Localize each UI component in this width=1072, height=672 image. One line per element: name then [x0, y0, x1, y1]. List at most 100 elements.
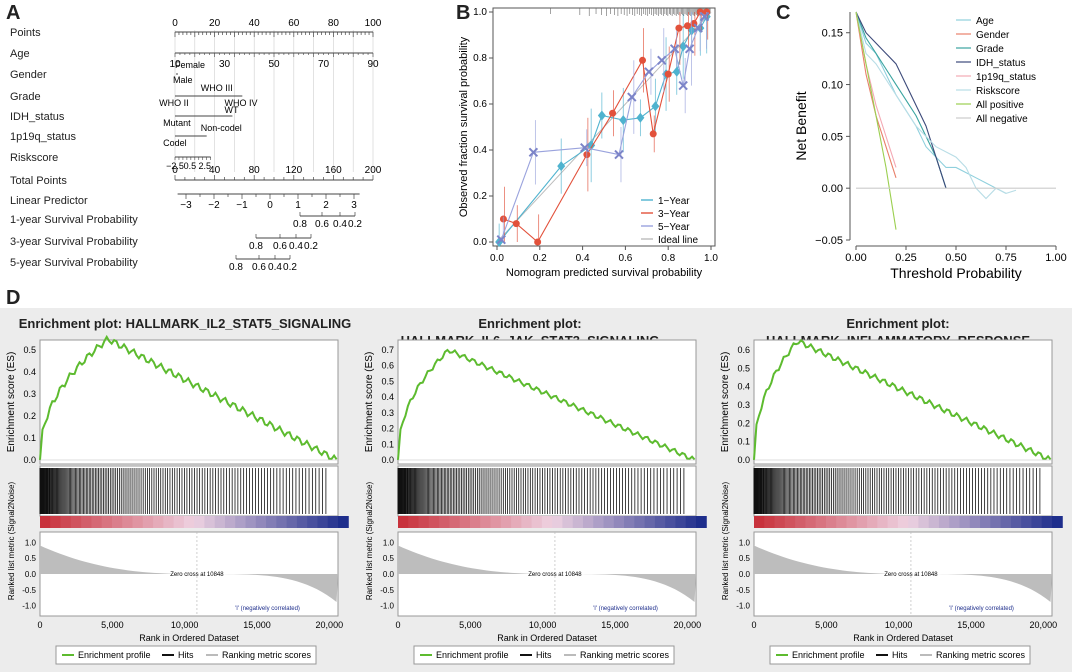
points-tick-label: 80: [328, 18, 340, 29]
calib-point-1yr: [597, 110, 606, 121]
calib-point-1yr: [679, 41, 688, 52]
dca-y-tick-label: 0.10: [822, 80, 843, 92]
rank-band: [428, 516, 440, 528]
rank-tick-label: 15,000: [601, 620, 629, 630]
es-tick-label: 0.6: [737, 345, 750, 355]
panel-label-a: A: [6, 2, 21, 24]
es-tick-label: 0.4: [381, 392, 394, 402]
points-tick-label: 100: [365, 18, 382, 29]
metric-y-label: Ranked list metric (Signal2Noise): [7, 482, 16, 601]
rank-band: [825, 516, 837, 528]
rank-band: [459, 516, 471, 528]
gsea-legend-label: Enrichment profile: [792, 650, 865, 660]
rank-band: [327, 516, 339, 528]
nomogram-row-label: Age: [10, 48, 30, 60]
rank-band: [696, 516, 707, 528]
rank-tick-label: 10,000: [529, 620, 557, 630]
metric-tick-label: -1.0: [22, 602, 36, 611]
calib-point-1yr: [651, 101, 660, 112]
rank-band: [877, 516, 889, 528]
gsea-legend-label: Ranking metric scores: [222, 650, 312, 660]
es-tick-label: 0.5: [23, 345, 36, 355]
nomogram-row-label: Gender: [10, 69, 47, 81]
es-tick-label: 0.6: [381, 361, 394, 371]
metric-tick-label: -1.0: [736, 602, 750, 611]
calib-point-5yr: [684, 44, 695, 54]
rank-band: [980, 516, 991, 528]
rank-x-label: Rank in Ordered Dataset: [497, 633, 597, 643]
rank-band: [969, 516, 981, 528]
grade-label: WHO III: [201, 83, 233, 93]
zero-cross-label: Zero cross at 10848: [170, 572, 224, 578]
rank-band: [754, 516, 765, 528]
gsea-legend-box: [413, 645, 675, 665]
es-curve: [753, 339, 1052, 461]
rank-band: [795, 516, 806, 528]
rank-band: [101, 516, 113, 528]
es-tick-label: 0.4: [737, 382, 750, 392]
gender-label: Male: [173, 75, 193, 85]
gsea-legend-label: Hits: [536, 650, 552, 660]
dca-legend-label: Grade: [976, 44, 1004, 55]
calib-x-tick-label: 1.0: [704, 253, 718, 264]
rank-band: [784, 516, 796, 528]
rank-band: [949, 516, 961, 528]
rank-band: [1052, 516, 1063, 528]
metric-tick-label: 0.5: [739, 554, 751, 563]
rank-band: [613, 516, 625, 528]
rank-band: [1031, 516, 1043, 528]
metric-tick-label: 0.0: [739, 570, 751, 579]
calib-point-3yr: [639, 56, 647, 64]
gsea-title-il2: Enrichment plot: HALLMARK_IL2_STAT5_SIGN…: [18, 316, 352, 331]
rank-band: [245, 516, 257, 528]
es-y-label: Enrichment score (ES): [364, 352, 375, 453]
calib-y-tick-label: 0.6: [473, 99, 487, 110]
calib-point-5yr: [699, 11, 710, 22]
rank-band: [500, 516, 512, 528]
lp-tick-label: 2: [323, 200, 329, 211]
rank-tick-label: 5,000: [459, 620, 482, 630]
rank-band: [644, 516, 656, 528]
calib-point-5yr: [580, 142, 590, 153]
surv1-tick-label: 0.2: [348, 219, 362, 230]
surv1-tick-label: 0.4: [333, 219, 347, 230]
metric-tick-label: 0.0: [25, 570, 37, 579]
calib-legend-label: 3−Year: [658, 209, 690, 220]
surv5-tick-label: 0.4: [268, 262, 282, 273]
zero-cross-label: Zero cross at 10848: [884, 572, 938, 578]
rank-band: [654, 516, 666, 528]
calib-point-3yr: [609, 109, 617, 117]
es-tick-label: 0.0: [737, 455, 750, 465]
surv3-tick-label: 0.2: [304, 241, 318, 252]
nomogram-row-label: Linear Predictor: [10, 195, 88, 207]
rank-x-label: Rank in Ordered Dataset: [139, 633, 239, 643]
rank-tick-label: 5,000: [815, 620, 838, 630]
rank-band: [856, 516, 868, 528]
total-tick-label: 160: [325, 165, 342, 176]
rank-band: [204, 516, 216, 528]
rank-band: [418, 516, 430, 528]
es-curve: [39, 334, 338, 461]
calib-legend-label: 5−Year: [658, 222, 690, 233]
codel-label: Non-codel: [201, 123, 242, 133]
hits-frame: [753, 465, 1053, 517]
surv1-tick-label: 0.6: [315, 219, 329, 230]
surv3-tick-label: 0.8: [249, 241, 263, 252]
rank-band: [490, 516, 502, 528]
es-tick-label: 0.3: [381, 408, 394, 418]
metric-tick-label: -0.5: [736, 586, 750, 595]
rank-tick-label: 15,000: [243, 620, 271, 630]
calib-point-5yr: [496, 234, 506, 245]
rank-band: [255, 516, 267, 528]
es-tick-label: 0.3: [23, 389, 36, 399]
rank-band: [846, 516, 858, 528]
rank-band: [774, 516, 786, 528]
gsea-legend-label: Enrichment profile: [436, 650, 509, 660]
rank-tick-label: 10,000: [885, 620, 913, 630]
rank-tick-label: 20,000: [1030, 620, 1058, 630]
es-y-label: Enrichment score (ES): [720, 352, 731, 453]
panel-label-d: D: [6, 287, 21, 309]
metric-area: [398, 545, 696, 602]
lp-tick-label: −1: [236, 200, 248, 211]
rank-band: [959, 516, 971, 528]
